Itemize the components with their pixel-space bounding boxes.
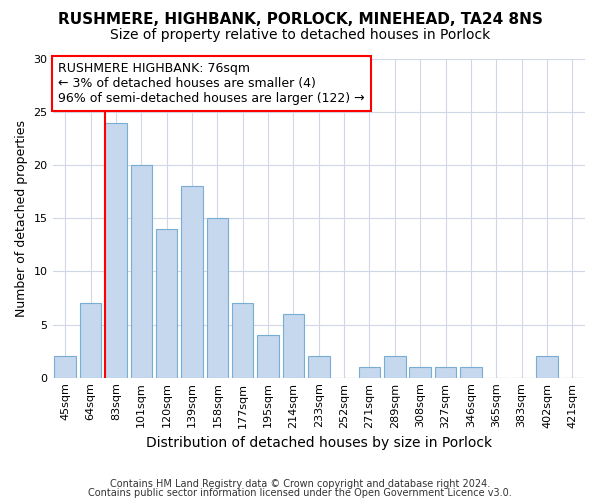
- Y-axis label: Number of detached properties: Number of detached properties: [15, 120, 28, 317]
- Bar: [409, 367, 431, 378]
- Bar: [181, 186, 203, 378]
- Bar: [105, 122, 127, 378]
- Bar: [283, 314, 304, 378]
- Bar: [232, 304, 253, 378]
- Bar: [435, 367, 457, 378]
- Bar: [308, 356, 329, 378]
- Bar: [359, 367, 380, 378]
- X-axis label: Distribution of detached houses by size in Porlock: Distribution of detached houses by size …: [146, 436, 492, 450]
- Bar: [131, 165, 152, 378]
- Bar: [80, 304, 101, 378]
- Text: Contains HM Land Registry data © Crown copyright and database right 2024.: Contains HM Land Registry data © Crown c…: [110, 479, 490, 489]
- Bar: [536, 356, 558, 378]
- Text: RUSHMERE, HIGHBANK, PORLOCK, MINEHEAD, TA24 8NS: RUSHMERE, HIGHBANK, PORLOCK, MINEHEAD, T…: [58, 12, 542, 28]
- Bar: [384, 356, 406, 378]
- Bar: [460, 367, 482, 378]
- Bar: [257, 335, 279, 378]
- Bar: [156, 229, 178, 378]
- Bar: [206, 218, 228, 378]
- Text: Contains public sector information licensed under the Open Government Licence v3: Contains public sector information licen…: [88, 488, 512, 498]
- Text: Size of property relative to detached houses in Porlock: Size of property relative to detached ho…: [110, 28, 490, 42]
- Bar: [55, 356, 76, 378]
- Text: RUSHMERE HIGHBANK: 76sqm
← 3% of detached houses are smaller (4)
96% of semi-det: RUSHMERE HIGHBANK: 76sqm ← 3% of detache…: [58, 62, 364, 105]
